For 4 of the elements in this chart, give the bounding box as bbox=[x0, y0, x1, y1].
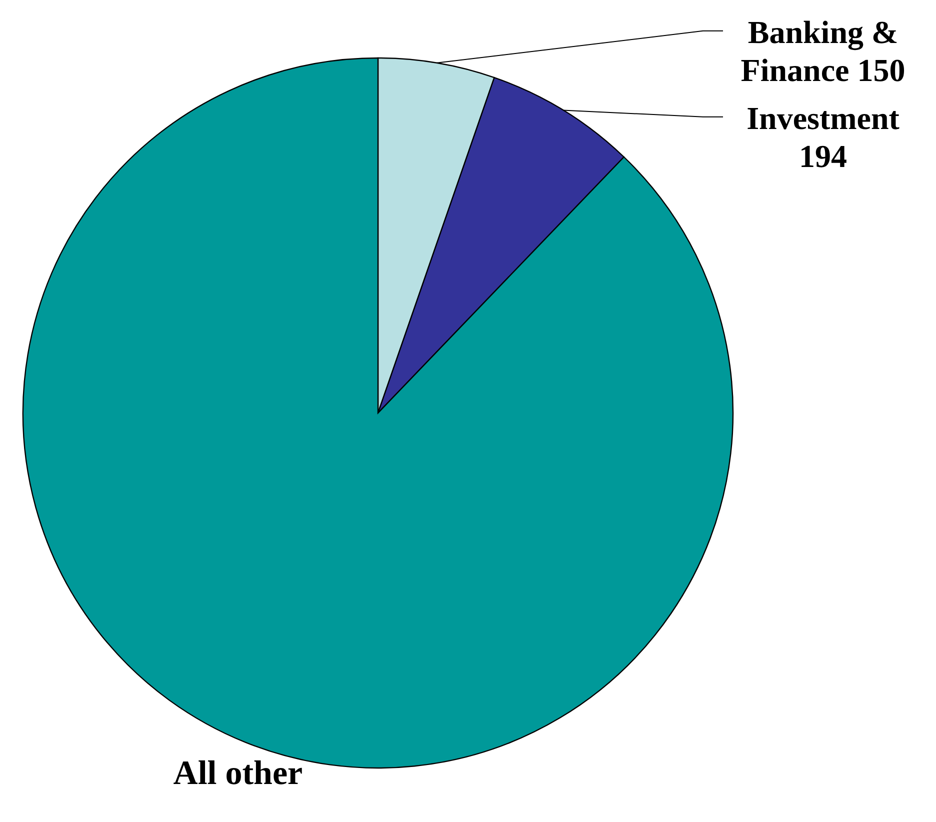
slice-label: Banking & Finance 150 bbox=[740, 14, 906, 88]
data-label: 194 bbox=[799, 138, 847, 174]
slice-label: All other bbox=[173, 755, 303, 792]
slice-label: Investment bbox=[746, 100, 900, 136]
